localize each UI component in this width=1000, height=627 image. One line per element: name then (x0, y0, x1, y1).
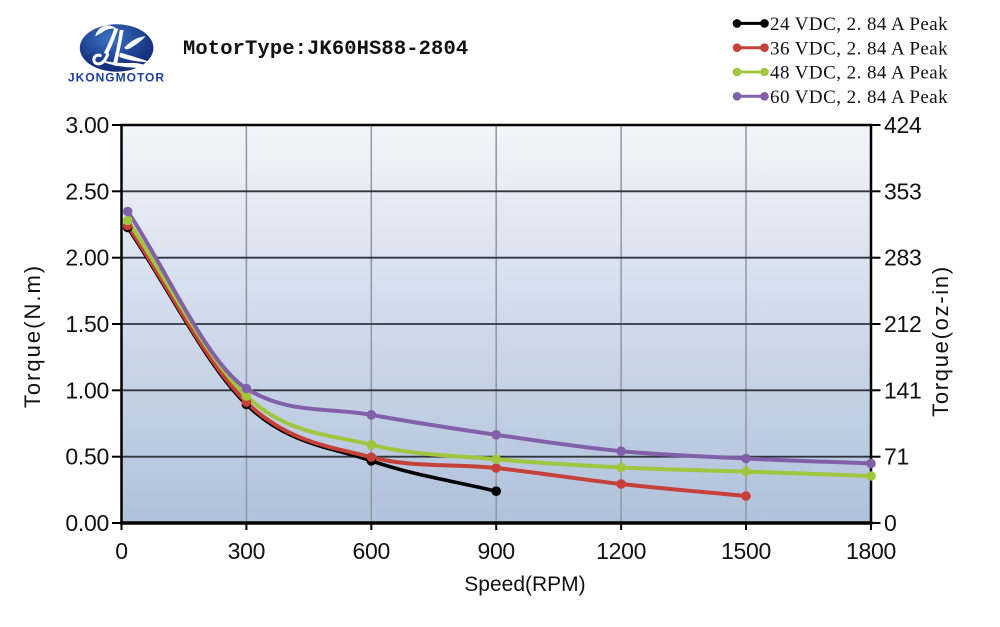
svg-text:0.00: 0.00 (65, 510, 109, 536)
svg-text:48 VDC, 2. 84 A Peak: 48 VDC, 2. 84 A Peak (770, 63, 948, 84)
svg-text:0: 0 (115, 538, 128, 564)
svg-text:300: 300 (228, 538, 265, 564)
svg-text:Torque(N.m): Torque(N.m) (20, 264, 45, 408)
svg-text:141: 141 (884, 377, 921, 403)
svg-text:283: 283 (884, 245, 921, 271)
svg-text:212: 212 (884, 311, 921, 337)
svg-text:24 VDC, 2. 84 A Peak: 24 VDC, 2. 84 A Peak (770, 14, 948, 35)
svg-text:900: 900 (477, 538, 514, 564)
svg-text:353: 353 (884, 178, 921, 204)
svg-text:71: 71 (884, 444, 909, 470)
svg-text:1.00: 1.00 (65, 377, 109, 403)
svg-text:2.50: 2.50 (65, 178, 109, 204)
svg-text:JKONGMOTOR: JKONGMOTOR (68, 71, 165, 85)
svg-text:3.00: 3.00 (65, 112, 109, 138)
svg-text:424: 424 (884, 112, 922, 138)
svg-text:1.50: 1.50 (65, 311, 109, 337)
svg-text:0.50: 0.50 (65, 444, 109, 470)
svg-text:1500: 1500 (721, 538, 771, 564)
svg-text:600: 600 (353, 538, 390, 564)
svg-text:1800: 1800 (846, 538, 896, 564)
svg-text:60 VDC, 2. 84 A Peak: 60 VDC, 2. 84 A Peak (770, 87, 948, 108)
svg-text:36 VDC, 2. 84 A Peak: 36 VDC, 2. 84 A Peak (770, 38, 948, 59)
svg-text:Torque(oz-in): Torque(oz-in) (928, 265, 953, 417)
svg-text:1200: 1200 (596, 538, 646, 564)
svg-text:Speed(RPM): Speed(RPM) (464, 573, 585, 596)
svg-text:2.00: 2.00 (65, 245, 109, 271)
svg-text:0: 0 (884, 510, 897, 536)
